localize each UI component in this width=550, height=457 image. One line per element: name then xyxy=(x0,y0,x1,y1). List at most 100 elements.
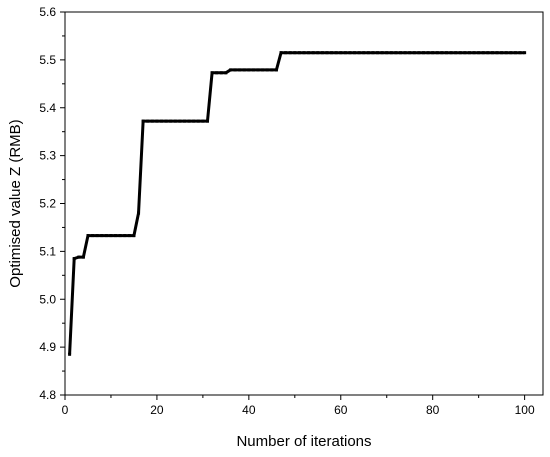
data-point xyxy=(72,257,76,261)
axis-ticks xyxy=(60,11,526,400)
data-point xyxy=(242,68,246,72)
data-point xyxy=(330,51,334,55)
data-point xyxy=(251,68,255,72)
x-tick-label: 80 xyxy=(426,403,440,417)
data-point xyxy=(481,51,485,55)
data-point xyxy=(490,51,494,55)
data-point xyxy=(150,119,154,123)
data-point xyxy=(403,51,407,55)
y-tick-label: 5.1 xyxy=(39,244,56,258)
data-point xyxy=(247,68,251,72)
data-point xyxy=(463,51,467,55)
series-layer xyxy=(68,51,527,356)
data-point xyxy=(426,51,430,55)
data-point xyxy=(274,68,278,72)
data-point xyxy=(523,51,527,55)
data-point xyxy=(141,119,145,123)
data-point xyxy=(444,51,448,55)
data-point xyxy=(164,119,168,123)
data-point xyxy=(339,51,343,55)
data-point xyxy=(348,51,352,55)
data-point xyxy=(178,119,182,123)
data-point xyxy=(486,51,490,55)
y-tick-label: 4.9 xyxy=(39,340,56,354)
plot-frame xyxy=(64,11,544,396)
data-point xyxy=(155,119,159,123)
data-point xyxy=(100,234,104,238)
data-point xyxy=(394,51,398,55)
y-tick-label: 5.0 xyxy=(39,292,56,306)
data-point xyxy=(399,51,403,55)
data-point xyxy=(146,119,150,123)
data-point xyxy=(389,51,393,55)
data-point xyxy=(284,51,288,55)
data-point xyxy=(504,51,508,55)
data-point xyxy=(228,68,232,72)
data-point xyxy=(169,119,173,123)
data-point xyxy=(270,68,274,72)
data-point xyxy=(353,51,357,55)
data-point xyxy=(302,51,306,55)
data-point xyxy=(261,68,265,72)
data-point xyxy=(325,51,329,55)
data-point xyxy=(467,51,471,55)
data-point xyxy=(160,119,164,123)
data-point xyxy=(201,119,205,123)
data-point xyxy=(431,51,435,55)
data-point xyxy=(316,51,320,55)
data-point xyxy=(293,51,297,55)
data-point xyxy=(95,234,99,238)
data-point xyxy=(68,352,72,356)
data-point xyxy=(81,255,85,259)
data-point xyxy=(109,234,113,238)
data-point xyxy=(366,51,370,55)
y-tick-label: 5.6 xyxy=(39,5,56,19)
data-point xyxy=(210,71,214,75)
data-point xyxy=(435,51,439,55)
data-point xyxy=(137,211,141,215)
data-point xyxy=(509,51,513,55)
data-point xyxy=(422,51,425,55)
data-point xyxy=(91,234,95,238)
data-point xyxy=(500,51,504,55)
data-point xyxy=(477,51,481,55)
x-tick-label: 60 xyxy=(334,403,348,417)
data-point xyxy=(307,51,311,55)
data-point xyxy=(311,51,315,55)
y-axis-title: Optimised value Z (RMB) xyxy=(7,119,24,287)
data-point xyxy=(123,234,127,238)
data-point xyxy=(362,51,366,55)
data-point xyxy=(376,51,380,55)
x-tick-label: 40 xyxy=(242,403,256,417)
data-point xyxy=(118,234,122,238)
axis-tick-labels: 0 20 40 60 80 100 4.8 4.9 5.0 5.1 5.2 5.3 5.4 5.5 5.6 xyxy=(39,5,535,417)
data-point xyxy=(513,51,517,55)
data-point xyxy=(192,119,196,123)
data-point xyxy=(224,71,228,75)
data-point xyxy=(472,51,476,55)
x-tick-label: 0 xyxy=(62,403,69,417)
data-point xyxy=(205,119,209,123)
data-point xyxy=(114,234,118,238)
data-point xyxy=(86,234,90,238)
data-point xyxy=(187,119,191,123)
data-point xyxy=(288,51,292,55)
data-point xyxy=(371,51,375,55)
y-tick-label: 5.3 xyxy=(39,149,56,163)
data-point xyxy=(238,68,242,72)
data-point xyxy=(132,234,136,238)
data-point xyxy=(219,71,223,75)
data-point xyxy=(233,68,237,72)
data-point xyxy=(183,119,186,123)
data-point xyxy=(173,119,177,123)
data-point xyxy=(297,51,301,55)
x-tick-label: 20 xyxy=(150,403,164,417)
data-point xyxy=(385,51,389,55)
data-point xyxy=(380,51,384,55)
data-point xyxy=(215,71,219,75)
data-point xyxy=(279,51,283,55)
data-point xyxy=(77,255,81,259)
x-tick-label: 100 xyxy=(515,403,535,417)
data-point xyxy=(440,51,444,55)
